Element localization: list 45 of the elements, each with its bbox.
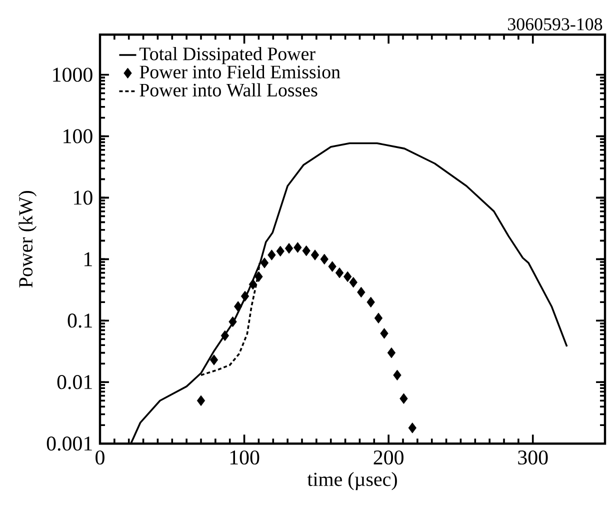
x-tick-label: 100 (230, 450, 260, 465)
point (380, 328, 388, 339)
point (328, 261, 336, 272)
point (357, 286, 366, 298)
point (228, 316, 237, 328)
point (349, 276, 358, 288)
point (284, 242, 294, 254)
y-tick-label: 0.1 (68, 314, 92, 328)
point (240, 290, 250, 302)
y-axis-title: Power (kW) (18, 191, 37, 288)
point (220, 330, 230, 342)
point (260, 258, 269, 268)
x-tick-label: 0 (96, 450, 104, 465)
point (254, 271, 263, 282)
text: 3060593-108 (508, 18, 602, 30)
point (374, 312, 383, 324)
point (393, 370, 402, 381)
point (310, 250, 320, 260)
y-tick-label: 100 (64, 129, 92, 144)
point (268, 250, 276, 260)
legend-label: Total Dissipated Power (139, 46, 316, 64)
point (210, 354, 218, 366)
y-tick-label: 1000 (53, 68, 92, 82)
point (400, 393, 408, 404)
point (276, 246, 284, 257)
y-tick-label: 1 (84, 252, 92, 266)
point (196, 395, 206, 406)
point (248, 278, 258, 290)
y-tick-label: 10 (74, 190, 92, 205)
legend-label: Power into Wall Losses (140, 83, 318, 97)
x-axis-title: time (µsec) (307, 472, 397, 490)
point (366, 296, 375, 308)
x-tick-label: 300 (518, 450, 548, 465)
point (387, 347, 396, 358)
x-tick-label: 200 (374, 450, 404, 465)
point (335, 267, 344, 278)
point (408, 422, 416, 434)
point (302, 245, 310, 256)
y-tick-label: 0.01 (57, 375, 92, 390)
point (344, 271, 352, 282)
point (294, 242, 302, 253)
y-tick-label: 0.001 (46, 436, 92, 451)
point (320, 254, 328, 265)
point (234, 301, 242, 312)
legend-label: Power into Field Emission (140, 65, 340, 78)
